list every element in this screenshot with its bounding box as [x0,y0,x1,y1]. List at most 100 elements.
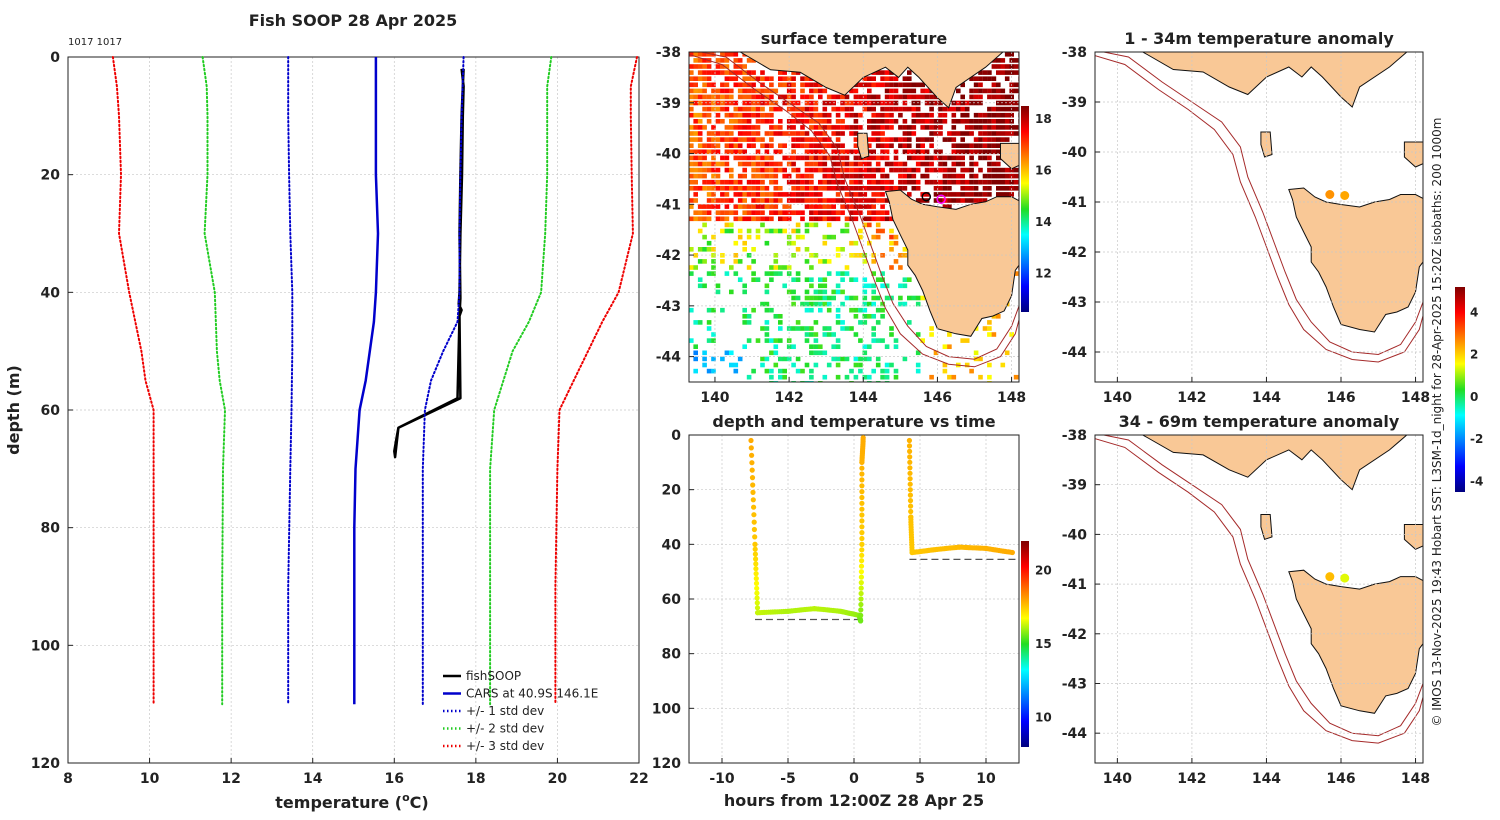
sst-pixel [982,326,988,331]
sst-pixel [689,106,694,112]
sst-pixel [871,301,876,307]
sst-pixel [689,137,694,142]
sst-pixel [795,368,801,374]
sst-pixel [822,295,828,301]
sst-pixel [933,167,939,173]
sst-pixel [751,204,756,209]
sst-pixel [831,216,836,222]
sst-pixel [840,198,845,203]
sst-pixel [911,88,917,94]
sst-pixel [880,155,885,161]
sst-pixel [737,64,743,69]
sst-pixel [693,82,698,88]
sst-pixel [702,186,707,191]
sst-pixel [867,82,872,88]
sst-pixel [760,192,765,197]
profile-y-tick-label: 60 [41,403,61,419]
sst-pixel [822,173,828,179]
sst-pixel [1009,192,1014,197]
sst-pixel [791,362,796,368]
sst-pixel [760,155,765,161]
sst-pixel [795,167,801,173]
sst-pixel [924,149,930,155]
sst-pixel [826,186,832,191]
profile-y-tick-label: 100 [31,638,60,654]
sst-pixel [702,234,707,240]
sst-pixel [889,76,894,81]
depth-time-point [858,601,864,608]
sst-pixel [947,167,952,173]
sst-pixel [956,119,961,124]
depth-time-point [753,575,759,582]
sst-pixel [915,155,921,161]
sst-pixel [956,179,961,185]
sst-pixel [880,192,885,197]
sst-pixel [1013,70,1019,75]
sst-pixel [880,216,885,222]
depth-time-point [858,574,865,580]
sst-pixel [880,125,885,130]
sst-pixel [818,344,823,349]
sst-pixel [720,228,725,234]
sst-pixel [902,179,908,185]
sst-pixel [840,186,845,191]
depth-time-point [748,445,754,451]
sst-pixel [755,277,761,282]
sst-pixel [795,186,801,191]
sst-pixel [956,106,961,112]
sst-pixel [760,222,765,228]
sst-pixel [782,167,787,173]
sst-pixel [982,137,988,142]
sst-pixel [689,82,694,88]
sst-pixel [729,350,734,356]
sst-pixel [884,94,890,100]
sst-pixel [746,161,752,167]
sst-pixel [889,119,894,124]
sst-pixel [764,173,770,179]
anomaly-lower-y-tick-label: -42 [1062,627,1087,643]
sst-pixel [729,119,734,124]
sst-pixel [996,58,1001,63]
sst-pixel [1000,112,1006,118]
sst-pixel [871,94,876,100]
sst-pixel [737,143,743,148]
sst-pixel [809,265,814,270]
sst-pixel [702,88,707,94]
sst-pixel [880,368,885,374]
sst-pixel [978,374,983,380]
sst-pixel [871,338,876,343]
sst-pixel [996,106,1001,112]
sst-pixel [871,186,876,191]
sst-pixel [853,307,859,313]
sst-pixel [791,277,796,282]
sst-pixel [893,186,899,191]
anomaly-lower-y-tick-label: -44 [1062,726,1088,742]
sst-pixel [902,82,908,88]
sst-pixel [862,82,868,88]
sst-pixel [706,186,712,191]
sst-pixel [871,155,876,161]
sst-pixel [773,173,779,179]
sst-pixel [947,204,952,209]
sst-pixel [804,326,810,331]
sst-pixel [862,259,868,264]
sst-pixel [902,88,908,94]
sst-pixel [858,368,863,374]
sst-pixel [826,204,832,209]
sst-pixel [724,125,730,130]
depth-time-point [906,437,913,444]
sst-pixel [835,216,841,222]
sst-pixel [818,88,823,94]
sst-pixel [706,143,712,148]
sst-pixel [826,216,832,222]
sst-pixel [813,143,819,148]
sst-pixel [818,82,823,88]
sst-colorbar [1021,106,1029,312]
sst-pixel [1000,119,1006,124]
sst-pixel [760,106,765,112]
sst-pixel [884,155,890,161]
sst-pixel [693,320,698,325]
sst-pixel [697,259,703,264]
sst-pixel [795,234,801,240]
sst-pixel [693,155,698,161]
